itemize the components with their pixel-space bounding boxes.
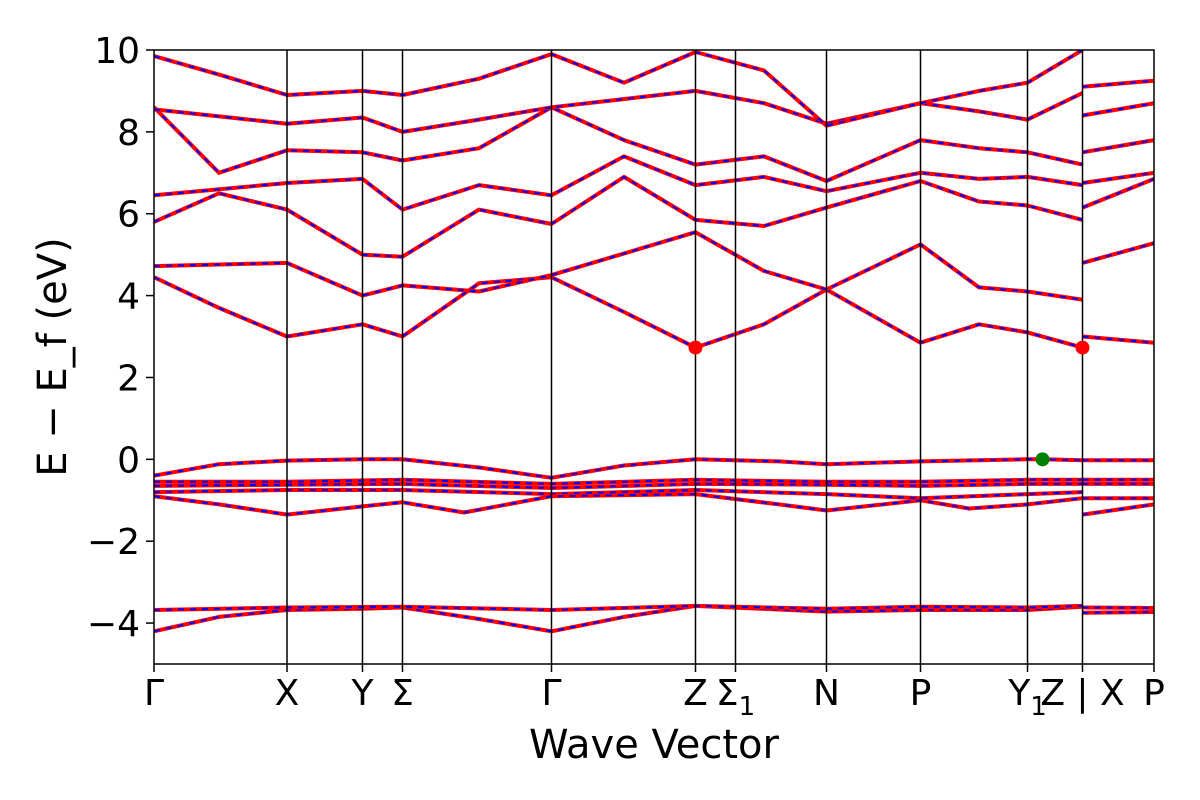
x-tick-label: Y — [351, 673, 375, 714]
x-tick-label: P — [1143, 673, 1165, 714]
extremum-marker — [688, 340, 703, 355]
band-13-overlay-0 — [154, 50, 1084, 127]
band-8-segment-0 — [154, 230, 1083, 302]
band-2-overlay-0 — [154, 458, 1083, 479]
band-7-segment-0 — [154, 275, 1084, 350]
x-tick-label: Z — [683, 673, 708, 714]
x-tick-label: N — [813, 673, 840, 714]
x-tick-label: Σ — [391, 673, 414, 714]
y-axis-label: E − E_f (eV) — [30, 237, 76, 476]
band-2-segment-0 — [154, 457, 1083, 480]
extremum-marker — [1035, 452, 1050, 467]
band-13-segment-1 — [1082, 78, 1154, 89]
band-13-segment-0 — [154, 50, 1084, 128]
band-4-segment-0 — [154, 481, 1083, 490]
y-tick-label: 0 — [117, 440, 140, 481]
y-tick-label: 2 — [117, 358, 140, 399]
band-7-overlay-0 — [154, 276, 1083, 349]
x-tick-label: Γ — [541, 673, 561, 714]
markers-layer — [688, 340, 1090, 467]
band-0-segment-1 — [1082, 610, 1154, 615]
band-9-overlay-1 — [1082, 177, 1154, 209]
bands-layer — [154, 50, 1154, 634]
band-9-segment-0 — [154, 174, 1084, 259]
band-10-overlay-1 — [1082, 171, 1154, 184]
high-symmetry-lines — [286, 50, 1084, 664]
band-12-overlay-1 — [1082, 102, 1154, 117]
y-tick-label: 6 — [117, 195, 140, 236]
band-11-overlay-1 — [1082, 139, 1154, 154]
y-tick-label: −2 — [87, 522, 140, 563]
extremum-marker — [1075, 340, 1090, 355]
y-tick-label: 10 — [94, 31, 140, 72]
band-9-overlay-0 — [154, 175, 1083, 258]
band-6-overlay-0 — [154, 493, 1083, 516]
x-tick-label: Γ — [144, 673, 164, 714]
x-tick-label: X — [275, 673, 300, 714]
y-tick-label: 4 — [117, 277, 140, 318]
y-tick-label: 8 — [117, 113, 140, 154]
band-7-segment-1 — [1082, 334, 1154, 345]
y-tick-label: −4 — [87, 604, 140, 645]
x-axis-label: Wave Vector — [529, 722, 780, 768]
y-axis-ticks: −4 −2 0 2 4 6 8 10 — [87, 31, 154, 645]
band-8-overlay-1 — [1082, 242, 1154, 264]
band-10-overlay-0 — [154, 155, 1083, 211]
plot-frame — [153, 49, 1155, 665]
x-tick-label: Z | X — [1040, 673, 1124, 714]
x-tick-label: P — [910, 673, 932, 714]
band-6-overlay-1 — [1082, 503, 1154, 516]
band-11-overlay-0 — [154, 106, 1083, 183]
x-tick-label: Σ1 — [716, 673, 755, 722]
